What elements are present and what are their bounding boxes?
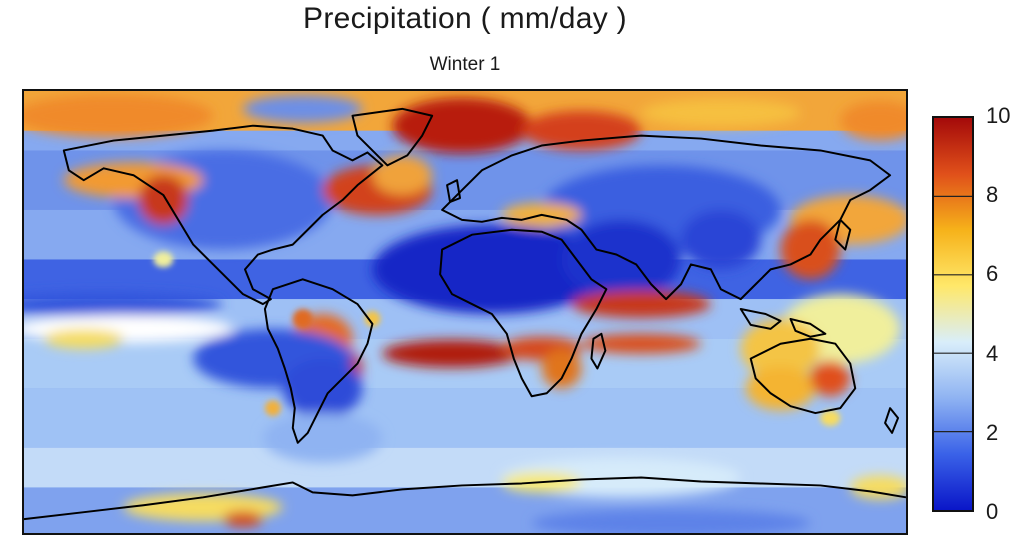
antarctica-outline: [24, 476, 906, 521]
precip-field: [24, 91, 906, 533]
greenland-outline: [351, 107, 434, 167]
north-america-outline: [62, 124, 384, 306]
chart-title: Precipitation ( mm/day ): [303, 2, 627, 35]
colorbar-tick-label: 8: [986, 182, 999, 208]
precipitation-map: [22, 89, 908, 535]
africa-outline: [439, 228, 608, 398]
colorbar-tick-label: 6: [986, 261, 999, 287]
colorbar-tick-label: 2: [986, 419, 999, 445]
japan-outline: [834, 218, 852, 251]
chart-subtitle: Winter 1: [429, 54, 501, 75]
colorbar: [932, 116, 974, 512]
colorbar-tick-label: 0: [986, 499, 999, 524]
maritime-continent-outline: [739, 308, 827, 338]
new-zealand-outline: [884, 407, 900, 434]
eurasia-outline: [441, 134, 892, 301]
coastlines: [24, 107, 906, 521]
colorbar-tick-label: 4: [986, 340, 999, 366]
colorbar-gradient: [934, 118, 972, 510]
colorbar-tick-label: 10: [986, 103, 1011, 128]
map-canvas: [24, 91, 906, 533]
australia-outline: [749, 337, 857, 415]
madagascar-outline: [590, 332, 607, 370]
south-america-outline: [263, 278, 374, 444]
british-isles-outline: [446, 179, 462, 203]
